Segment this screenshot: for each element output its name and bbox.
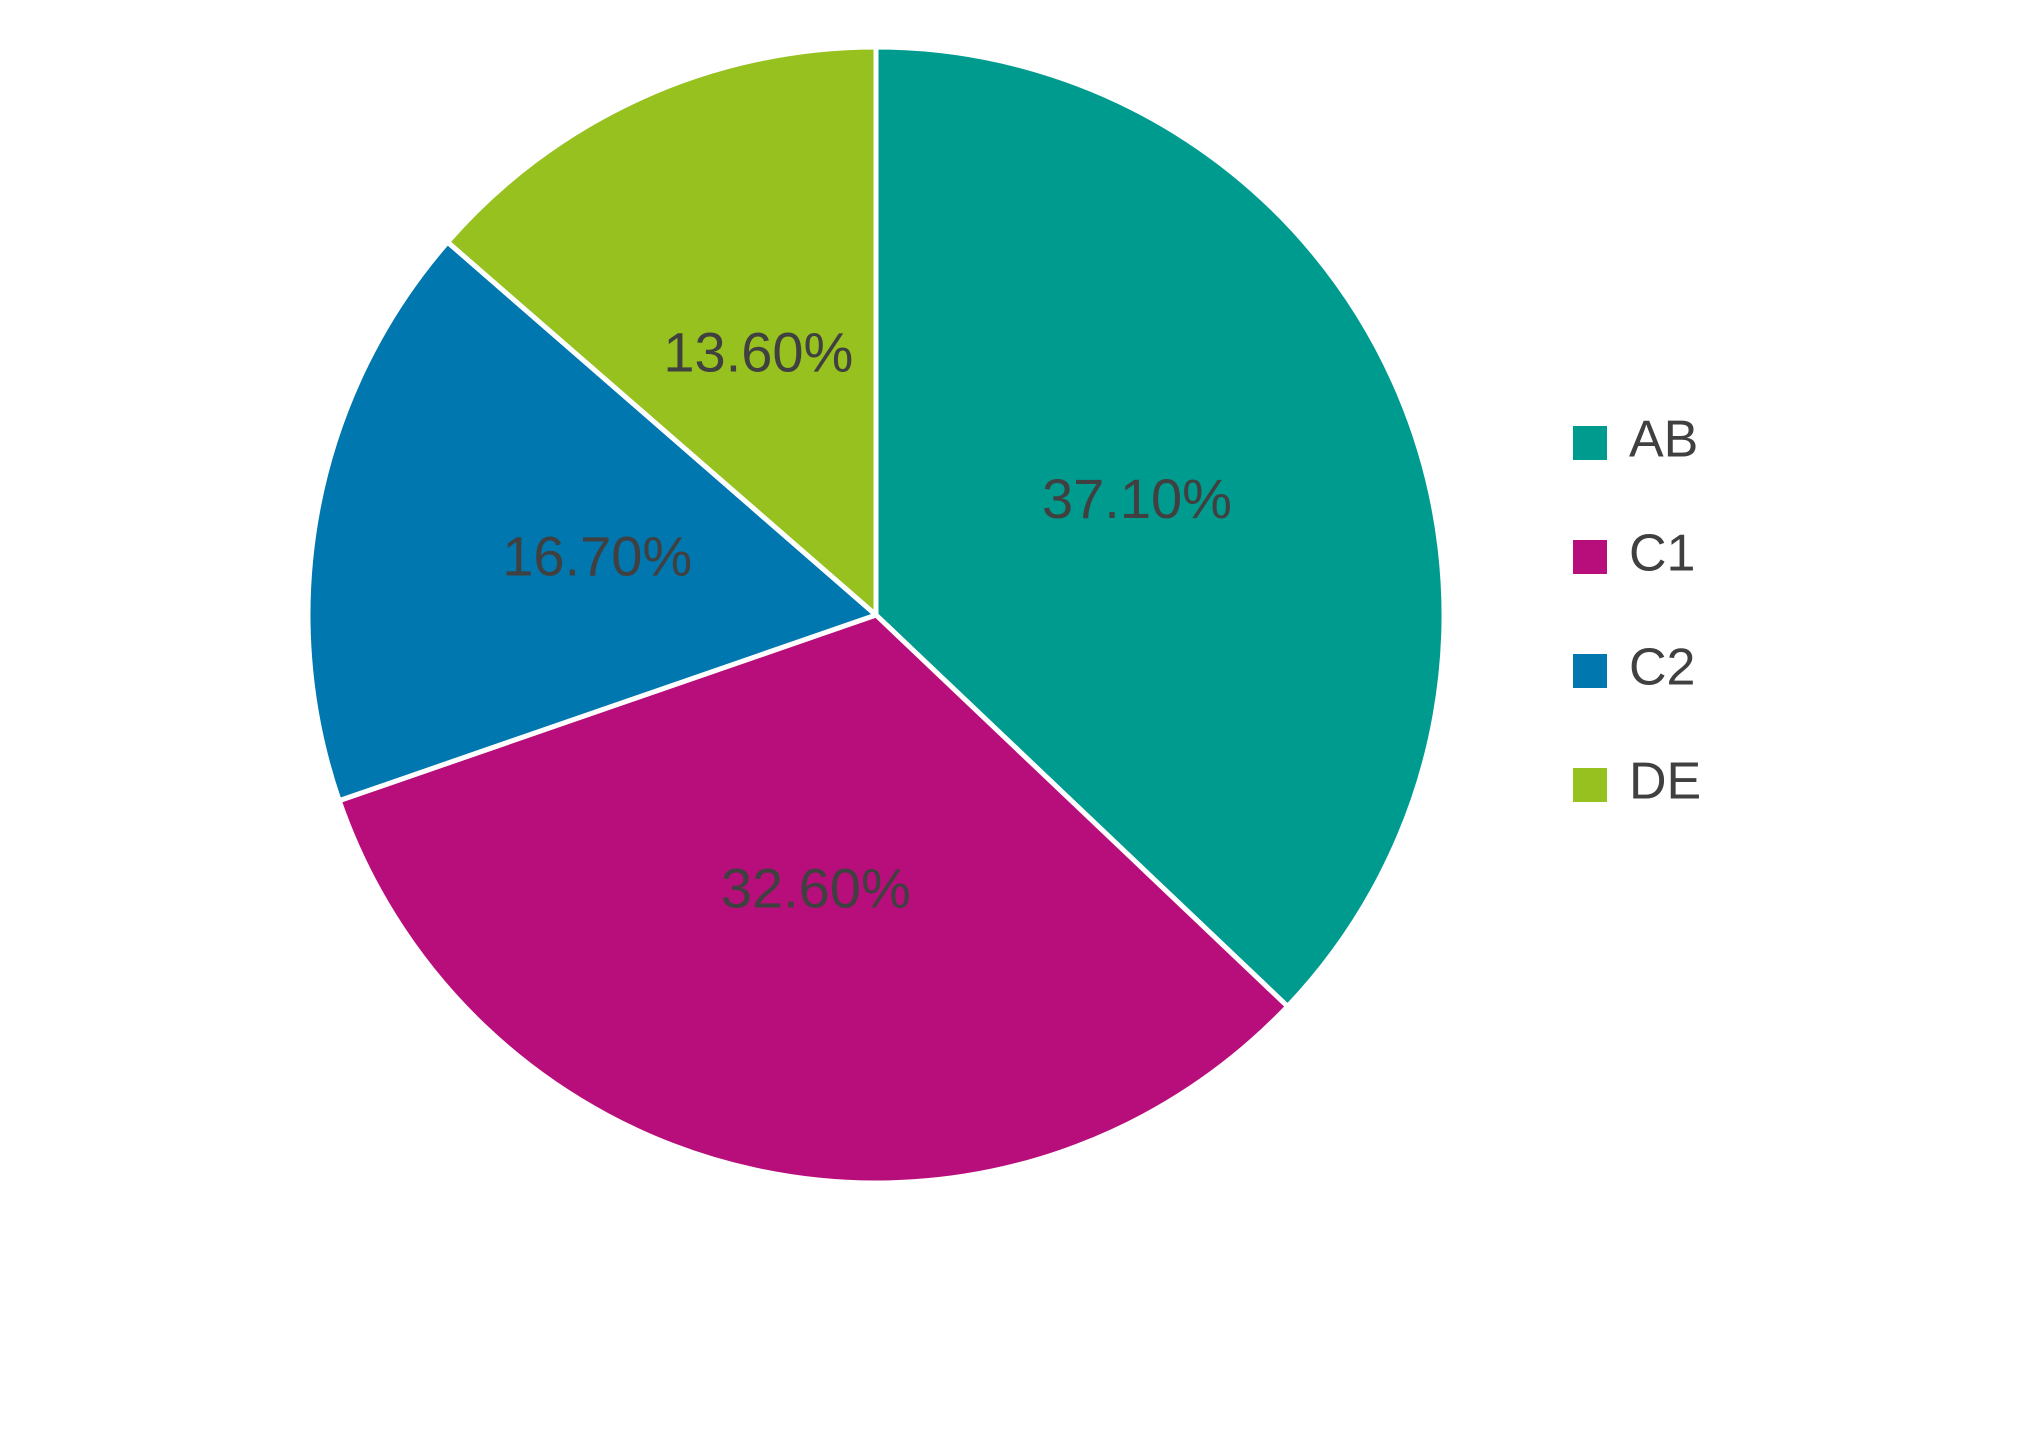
legend-label: DE — [1629, 753, 1701, 811]
pie-slice — [445, 44, 879, 618]
data-label: 13.60% — [663, 320, 853, 383]
data-label: 16.70% — [502, 525, 692, 588]
data-label: 32.60% — [721, 856, 911, 919]
legend-swatch — [1573, 426, 1607, 460]
pie-slice — [336, 612, 1291, 1186]
pie-slice — [305, 239, 879, 804]
pie-slice — [873, 44, 1447, 1009]
legend-label: AB — [1629, 411, 1698, 469]
legend-label: C1 — [1629, 525, 1695, 583]
data-label: 37.10% — [1042, 467, 1232, 530]
legend-swatch — [1573, 654, 1607, 688]
legend-label: C2 — [1629, 639, 1695, 697]
legend-swatch — [1573, 768, 1607, 802]
legend-swatch — [1573, 540, 1607, 574]
